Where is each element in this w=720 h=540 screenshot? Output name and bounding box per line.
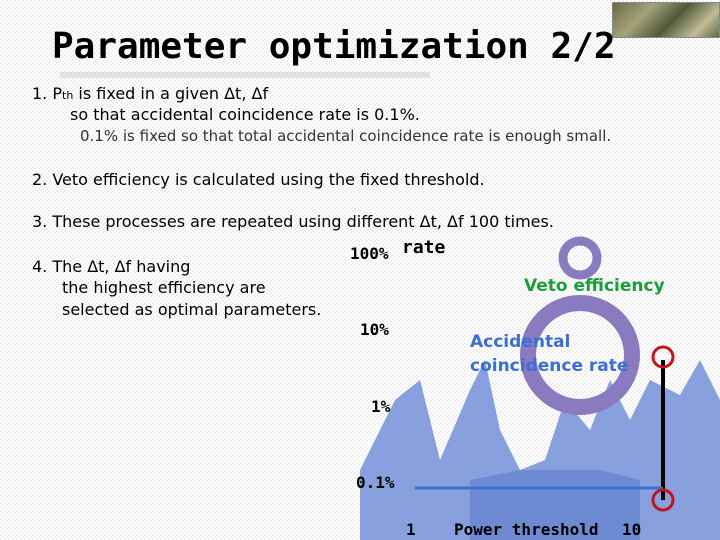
y-tick-100: 100%	[350, 244, 389, 263]
y-axis-label: rate	[402, 237, 446, 258]
step-4-line2: the highest efficiency are	[62, 278, 266, 297]
step-4-line1: 4. The Δt, Δf having	[32, 257, 191, 276]
y-tick-10: 10%	[360, 320, 389, 339]
legend-veto-efficiency: Veto efficiency	[524, 276, 665, 296]
step-3: 3. These processes are repeated using di…	[32, 212, 554, 231]
step-1: 1. Pth is fixed in a given Δt, Δf	[32, 84, 268, 103]
legend-accidental-line1: Accidental	[470, 332, 571, 352]
step-1-text: is fixed in a given Δt, Δf	[73, 84, 269, 103]
step-1-subscript: th	[62, 89, 74, 102]
purple-ring-small	[558, 236, 602, 280]
slide-title: Parameter optimization 2/2	[52, 26, 616, 67]
marker-top	[651, 345, 675, 369]
step-1-line2: so that accidental coincidence rate is 0…	[70, 105, 420, 124]
y-tick-1: 1%	[371, 397, 391, 416]
step-1-line3: 0.1% is fixed so that total accidental c…	[80, 127, 612, 145]
purple-ring-large	[520, 295, 640, 415]
y-tick-0-1: 0.1%	[356, 473, 395, 492]
x-axis-label: Power threshold	[454, 520, 599, 539]
step-1-p: P	[52, 84, 63, 103]
title-underline	[60, 72, 430, 78]
legend-accidental-line2: coincidence rate	[470, 356, 629, 376]
step-2: 2. Veto efficiency is calculated using t…	[32, 170, 485, 189]
step-4-line3: selected as optimal parameters.	[62, 300, 322, 319]
corner-photo-thumbnail	[612, 2, 720, 38]
x-tick-10: 10	[622, 520, 642, 539]
x-tick-1: 1	[406, 520, 416, 539]
step-1-number: 1.	[32, 84, 48, 103]
marker-bottom	[651, 488, 675, 512]
